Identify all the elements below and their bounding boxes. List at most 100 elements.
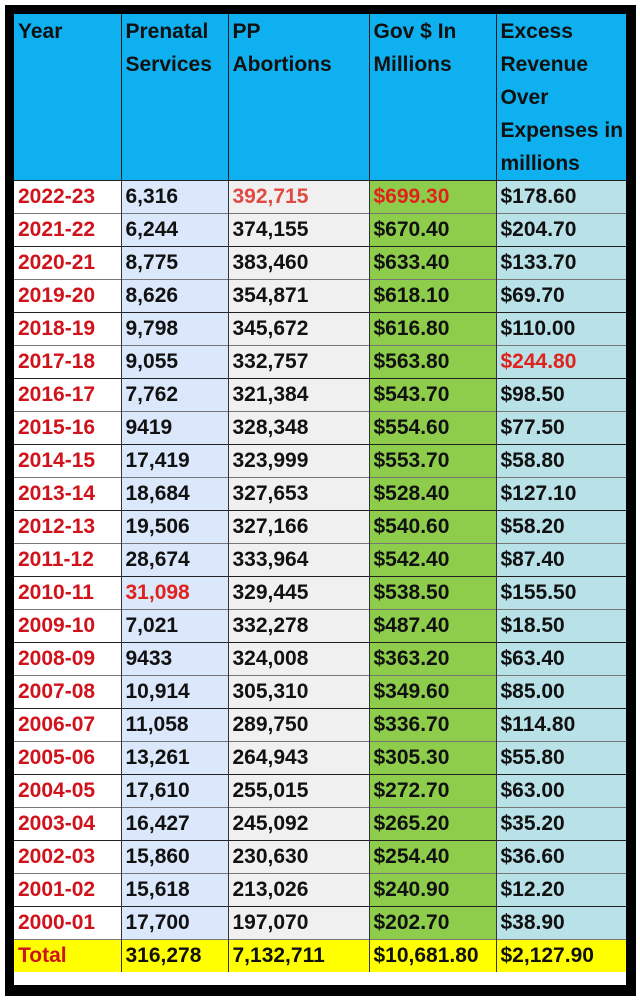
row-pp-abortions: 329,445 bbox=[228, 576, 370, 610]
row-year: 2012-13 bbox=[14, 510, 122, 544]
row-gov: $563.80 bbox=[369, 345, 497, 379]
row-pp-abortions: 324,008 bbox=[228, 642, 370, 676]
row-gov: $202.70 bbox=[369, 906, 497, 940]
row-year: 2004-05 bbox=[14, 774, 122, 808]
row-gov: $240.90 bbox=[369, 873, 497, 907]
header-gov-millions: Gov $ In Millions bbox=[369, 14, 497, 181]
row-year: 2011-12 bbox=[14, 543, 122, 577]
row-prenatal: 9,798 bbox=[121, 312, 229, 346]
row-excess: $69.70 bbox=[496, 279, 626, 313]
row-pp-abortions: 305,310 bbox=[228, 675, 370, 709]
row-pp-abortions: 213,026 bbox=[228, 873, 370, 907]
table-row: 2007-08 10,914 305,310 $349.60 $85.00 bbox=[14, 675, 626, 709]
row-pp-abortions: 332,278 bbox=[228, 609, 370, 643]
row-gov: $553.70 bbox=[369, 444, 497, 478]
row-pp-abortions: 289,750 bbox=[228, 708, 370, 742]
row-prenatal: 8,775 bbox=[121, 246, 229, 280]
row-excess: $127.10 bbox=[496, 477, 626, 511]
row-gov: $305.30 bbox=[369, 741, 497, 775]
row-excess: $204.70 bbox=[496, 213, 626, 247]
row-year: 2021-22 bbox=[14, 213, 122, 247]
table-row: 2019-20 8,626 354,871 $618.10 $69.70 bbox=[14, 279, 626, 313]
table-row: 2003-04 16,427 245,092 $265.20 $35.20 bbox=[14, 807, 626, 841]
total-gov: $10,681.80 bbox=[369, 939, 497, 972]
row-year: 2002-03 bbox=[14, 840, 122, 874]
row-prenatal: 10,914 bbox=[121, 675, 229, 709]
table-row: 2022-23 6,316 392,715 $699.30 $178.60 bbox=[14, 180, 626, 214]
row-pp-abortions: 354,871 bbox=[228, 279, 370, 313]
table-row: 2008-09 9433 324,008 $363.20 $63.40 bbox=[14, 642, 626, 676]
row-prenatal: 7,762 bbox=[121, 378, 229, 412]
row-excess: $63.40 bbox=[496, 642, 626, 676]
row-pp-abortions: 328,348 bbox=[228, 411, 370, 445]
total-excess: $2,127.90 bbox=[496, 939, 626, 972]
spreadsheet: Year Prenatal Services PP Abortions Gov … bbox=[14, 14, 626, 985]
row-excess: $98.50 bbox=[496, 378, 626, 412]
header-prenatal-services: Prenatal Services bbox=[121, 14, 229, 181]
row-prenatal: 15,618 bbox=[121, 873, 229, 907]
row-gov: $363.20 bbox=[369, 642, 497, 676]
row-gov: $265.20 bbox=[369, 807, 497, 841]
row-excess: $35.20 bbox=[496, 807, 626, 841]
row-excess: $178.60 bbox=[496, 180, 626, 214]
row-year: 2017-18 bbox=[14, 345, 122, 379]
row-gov: $538.50 bbox=[369, 576, 497, 610]
total-prenatal: 316,278 bbox=[121, 939, 229, 972]
row-prenatal: 9419 bbox=[121, 411, 229, 445]
row-prenatal: 31,098 bbox=[121, 576, 229, 610]
row-excess: $87.40 bbox=[496, 543, 626, 577]
row-prenatal: 17,419 bbox=[121, 444, 229, 478]
table-row: 2013-14 18,684 327,653 $528.40 $127.10 bbox=[14, 477, 626, 511]
row-gov: $543.70 bbox=[369, 378, 497, 412]
row-year: 2020-21 bbox=[14, 246, 122, 280]
data-table: Year Prenatal Services PP Abortions Gov … bbox=[14, 14, 626, 972]
row-year: 2019-20 bbox=[14, 279, 122, 313]
row-gov: $542.40 bbox=[369, 543, 497, 577]
row-pp-abortions: 255,015 bbox=[228, 774, 370, 808]
table-row: 2001-02 15,618 213,026 $240.90 $12.20 bbox=[14, 873, 626, 907]
row-excess: $114.80 bbox=[496, 708, 626, 742]
row-prenatal: 9433 bbox=[121, 642, 229, 676]
row-pp-abortions: 332,757 bbox=[228, 345, 370, 379]
row-prenatal: 11,058 bbox=[121, 708, 229, 742]
row-year: 2016-17 bbox=[14, 378, 122, 412]
header-excess-revenue: Excess Revenue Over Expenses in millions bbox=[496, 14, 626, 181]
row-pp-abortions: 392,715 bbox=[228, 180, 370, 214]
table-row: 2012-13 19,506 327,166 $540.60 $58.20 bbox=[14, 510, 626, 544]
table-body: 2022-23 6,316 392,715 $699.30 $178.60 2021-22… bbox=[14, 180, 626, 972]
row-excess: $110.00 bbox=[496, 312, 626, 346]
table-row: 2018-19 9,798 345,672 $616.80 $110.00 bbox=[14, 312, 626, 346]
row-prenatal: 8,626 bbox=[121, 279, 229, 313]
row-prenatal: 9,055 bbox=[121, 345, 229, 379]
table-row: 2017-18 9,055 332,757 $563.80 $244.80 bbox=[14, 345, 626, 379]
row-gov: $349.60 bbox=[369, 675, 497, 709]
row-gov: $616.80 bbox=[369, 312, 497, 346]
row-year: 2010-11 bbox=[14, 576, 122, 610]
row-excess: $38.90 bbox=[496, 906, 626, 940]
row-prenatal: 28,674 bbox=[121, 543, 229, 577]
row-pp-abortions: 327,166 bbox=[228, 510, 370, 544]
row-gov: $699.30 bbox=[369, 180, 497, 214]
row-excess: $12.20 bbox=[496, 873, 626, 907]
table-row: 2015-16 9419 328,348 $554.60 $77.50 bbox=[14, 411, 626, 445]
row-prenatal: 19,506 bbox=[121, 510, 229, 544]
row-prenatal: 13,261 bbox=[121, 741, 229, 775]
row-excess: $155.50 bbox=[496, 576, 626, 610]
row-pp-abortions: 323,999 bbox=[228, 444, 370, 478]
row-pp-abortions: 374,155 bbox=[228, 213, 370, 247]
row-pp-abortions: 245,092 bbox=[228, 807, 370, 841]
table-row: 2020-21 8,775 383,460 $633.40 $133.70 bbox=[14, 246, 626, 280]
table-row: 2016-17 7,762 321,384 $543.70 $98.50 bbox=[14, 378, 626, 412]
row-gov: $554.60 bbox=[369, 411, 497, 445]
row-excess: $244.80 bbox=[496, 345, 626, 379]
row-year: 2005-06 bbox=[14, 741, 122, 775]
row-year: 2000-01 bbox=[14, 906, 122, 940]
row-pp-abortions: 197,070 bbox=[228, 906, 370, 940]
table-row: 2009-10 7,021 332,278 $487.40 $18.50 bbox=[14, 609, 626, 643]
row-excess: $77.50 bbox=[496, 411, 626, 445]
row-excess: $55.80 bbox=[496, 741, 626, 775]
table-row: 2010-11 31,098 329,445 $538.50 $155.50 bbox=[14, 576, 626, 610]
row-pp-abortions: 264,943 bbox=[228, 741, 370, 775]
row-pp-abortions: 327,653 bbox=[228, 477, 370, 511]
row-gov: $272.70 bbox=[369, 774, 497, 808]
